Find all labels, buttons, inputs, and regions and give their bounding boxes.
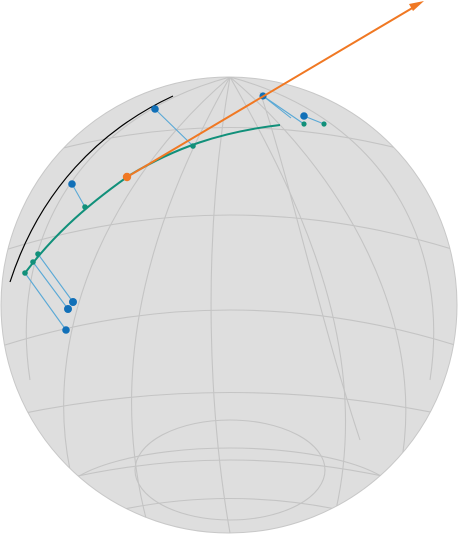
residual-link [262, 95, 305, 125]
observed-point [151, 105, 159, 113]
model-point [22, 270, 28, 276]
longitude-line [229, 77, 347, 533]
observed-points [62, 92, 308, 334]
residual-link [24, 272, 67, 331]
observed-point [69, 298, 77, 306]
observed-point [62, 326, 70, 334]
observed-point [300, 112, 308, 120]
model-point [82, 204, 88, 210]
longitude-line [229, 77, 407, 471]
longitude-line [259, 91, 361, 441]
observed-point [64, 305, 72, 313]
residual-link [71, 183, 86, 208]
latitude-line [14, 392, 446, 416]
latitude-line [109, 497, 351, 513]
residual-link [37, 253, 74, 303]
observed-point [68, 180, 76, 188]
latitude-ring [134, 419, 326, 521]
model-point [301, 121, 307, 127]
vector-arrowhead [409, 1, 424, 11]
latitude-line [19, 127, 441, 161]
longitude-line [229, 77, 435, 381]
model-point [35, 251, 41, 257]
residual-link [262, 95, 292, 119]
reference-arc [9, 95, 174, 283]
model-point [321, 121, 327, 127]
longitude-line [63, 77, 231, 471]
vector [122, 1, 424, 182]
model-points [22, 121, 327, 276]
latitude-line [59, 459, 401, 481]
vector-shaft [126, 6, 415, 178]
longitude-line [25, 77, 231, 381]
longitude-grid [25, 77, 435, 533]
longitude-line [210, 77, 231, 533]
latitude-line [4, 214, 456, 251]
residual-link [32, 261, 69, 310]
model-point [30, 259, 36, 265]
longitude-line [131, 77, 231, 533]
vector-origin-point [122, 172, 132, 182]
model-point [190, 143, 196, 149]
residual-link [154, 108, 194, 147]
